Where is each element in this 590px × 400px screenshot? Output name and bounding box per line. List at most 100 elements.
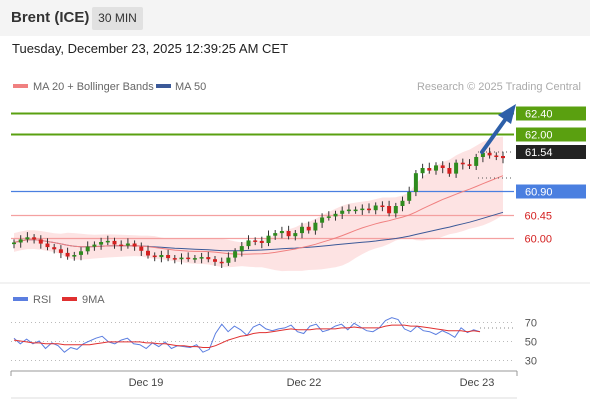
candle-up [340,210,345,214]
candlesticks [12,147,505,268]
candle-down [58,249,63,253]
candle-up [192,258,197,260]
legend-swatch-ma50 [156,84,171,88]
candle-up [233,251,238,258]
level-tag-label: 60.90 [525,187,553,199]
candle-up [179,257,184,260]
legend-label-rsi: RSI [33,294,51,306]
candle-down [186,257,191,260]
rsi-tick-label: 30 [525,356,537,368]
candle-up [360,208,365,211]
candle-up [413,173,418,192]
candle-down [119,244,124,247]
legend-swatch-ma20 [13,84,28,88]
level-label-pivot: 60.00 [524,234,552,246]
candle-down [467,164,472,166]
candle-up [273,233,278,236]
watermark: Research © 2025 Trading Central [417,81,581,93]
price-levels [11,112,514,240]
bollinger-band-area [14,136,503,272]
candle-down [380,205,385,207]
candle-down [52,247,57,250]
candle-down [440,165,445,168]
candle-down [259,240,264,243]
candle-up [373,205,378,211]
rsi-lines [13,317,514,353]
rsi-grid: 70 50 30 [11,318,537,368]
candle-down [501,156,505,159]
candle-down [112,240,117,245]
candle-down [306,226,311,231]
candle-down [139,246,144,251]
candle-up [199,257,204,259]
level-tag-resistance [516,127,586,142]
forecast-arrow-icon [480,104,516,154]
candle-up [125,243,130,246]
x-tick-label: Dec 23 [460,377,495,389]
candle-up [266,235,271,243]
candle-down [206,257,211,260]
candle-up [239,246,244,252]
current-price-label: 61.54 [525,147,553,159]
candle-up [99,242,104,245]
level-tag-label: 62.00 [525,130,553,142]
instrument-title: Brent (ICE) [11,9,90,26]
candle-down [152,255,157,258]
candle-up [293,233,298,237]
legend-swatch-9ma [62,297,77,301]
candle-up [279,231,284,234]
candle-down [132,243,137,247]
timeframe-button[interactable]: 30 MIN [92,7,143,30]
level-tag-resistance [516,106,586,121]
candle-up [333,213,338,217]
candle-up [105,240,110,243]
x-tick-label: Dec 19 [129,377,164,389]
rsi-tick-label: 50 [525,337,537,349]
price-tags: 62.40 62.00 60.90 60.45 60.00 61.54 [516,106,586,246]
level-tag-label: 62.40 [525,109,553,121]
candle-up [313,222,318,231]
candle-down [172,258,177,260]
candle-down [387,206,392,214]
candle-up [18,239,23,243]
candle-up [393,206,398,214]
candle-up [400,200,405,206]
candle-up [25,237,30,240]
candle-down [286,231,291,237]
candle-up [85,246,90,252]
candle-down [32,237,37,240]
candle-up [320,217,325,223]
candle-down [213,259,217,262]
header-bar: Brent (ICE) 30 MIN [0,0,590,36]
candle-up [12,242,16,245]
candle-up [326,216,331,218]
candle-up [92,244,97,247]
candle-down [65,252,70,257]
current-price-tag [516,145,586,159]
chart-datetime: Tuesday, December 23, 2025 12:39:25 AM C… [12,41,289,56]
candle-down [447,168,452,174]
candle-down [45,243,50,248]
legend-swatch-rsi [13,297,28,301]
legend-label-9ma: 9MA [82,294,105,306]
bollinger-bands [14,136,503,272]
candle-down [219,261,224,264]
candle-up [353,209,358,212]
candle-down [166,255,171,259]
rsi-tick-label: 70 [525,318,537,330]
candle-down [494,155,499,157]
candle-down [460,162,465,165]
candle-up [226,257,231,263]
candle-up [159,255,164,258]
candle-down [146,250,150,256]
candle-up [480,152,485,157]
legend-label-ma20: MA 20 + Bollinger Bands [33,81,154,93]
candle-down [253,240,258,242]
candle-up [79,251,83,255]
rsi-9ma-line [13,324,481,348]
candle-up [454,162,459,174]
candle-up [246,240,251,247]
legend-label-ma50: MA 50 [175,81,206,93]
